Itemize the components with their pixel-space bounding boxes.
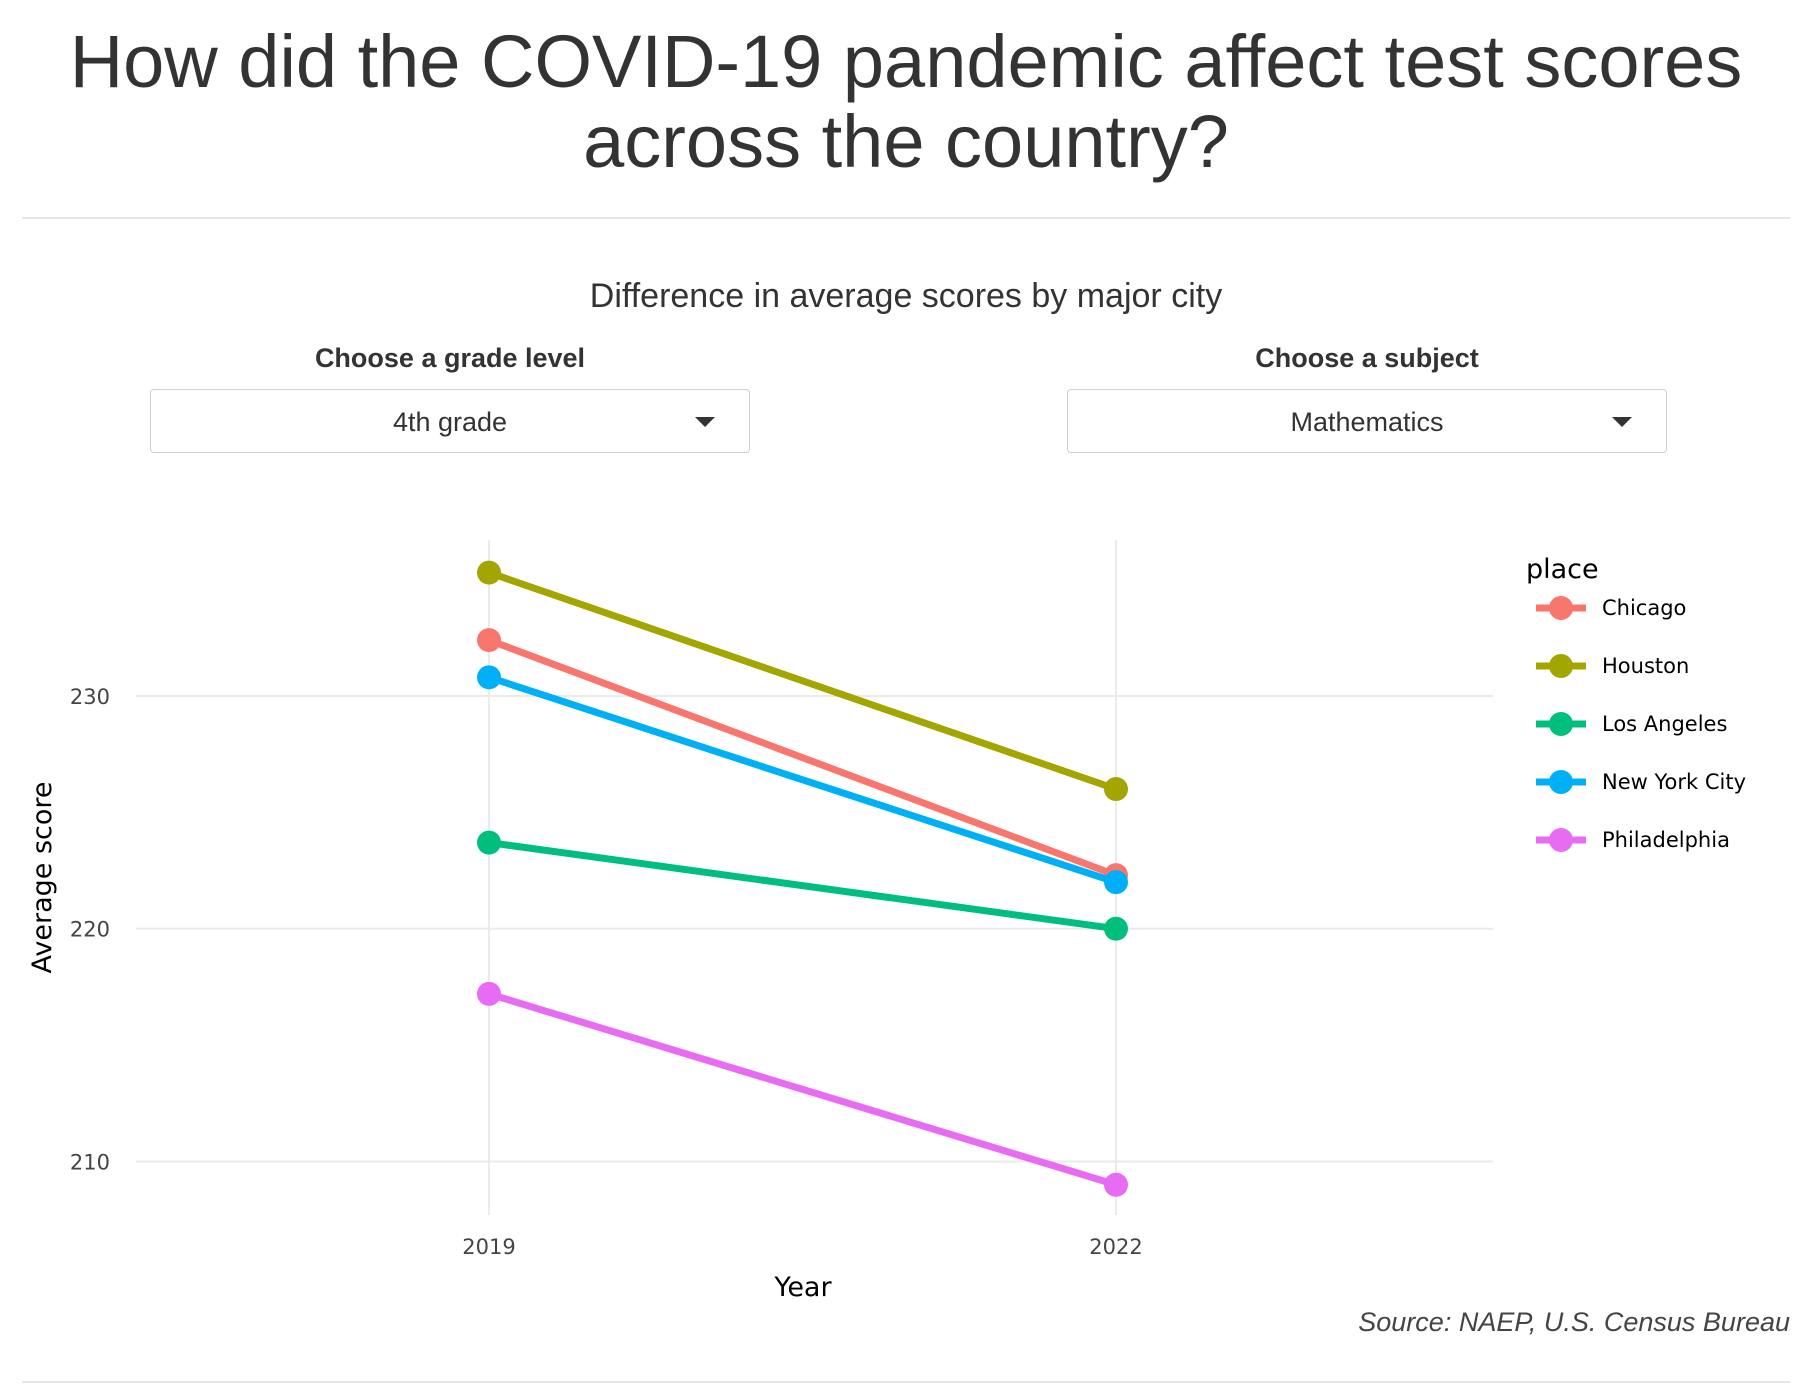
y-axis-title: Average score bbox=[27, 781, 58, 973]
page-title: How did the COVID-19 pandemic affect tes… bbox=[69, 20, 1743, 183]
legend-swatch-marker bbox=[1549, 712, 1573, 736]
grade-select[interactable]: 4th grade bbox=[150, 389, 750, 453]
chevron-down-icon bbox=[1612, 417, 1632, 427]
legend-label: Philadelphia bbox=[1602, 828, 1730, 852]
legend-label: Los Angeles bbox=[1602, 712, 1727, 736]
series-line-new-york-city bbox=[485, 673, 1120, 886]
legend-title: place bbox=[1526, 554, 1599, 585]
source-note: Source: NAEP, U.S. Census Bureau bbox=[1358, 1307, 1790, 1337]
data-point bbox=[477, 981, 501, 1006]
y-tick-label: 220 bbox=[70, 918, 110, 942]
data-point bbox=[477, 665, 501, 690]
data-point bbox=[1104, 916, 1128, 941]
subject-select-label: Choose a subject bbox=[1255, 343, 1479, 373]
series-line-los-angeles bbox=[485, 839, 1120, 933]
data-point bbox=[477, 628, 501, 653]
y-tick-label: 210 bbox=[70, 1150, 110, 1174]
legend-label: Houston bbox=[1602, 654, 1689, 678]
x-axis-title: Year bbox=[773, 1272, 832, 1303]
data-point bbox=[1104, 777, 1128, 802]
grade-select-label: Choose a grade level bbox=[314, 343, 586, 373]
legend-label: New York City bbox=[1602, 770, 1746, 794]
legend-label: Chicago bbox=[1602, 596, 1686, 620]
data-point bbox=[1104, 1172, 1128, 1197]
legend-swatch-marker bbox=[1549, 596, 1573, 620]
footer-divider bbox=[22, 1381, 1790, 1383]
legend-swatch-marker bbox=[1549, 654, 1573, 678]
data-point bbox=[477, 560, 501, 585]
grade-select-value: 4th grade bbox=[392, 407, 508, 437]
x-tick-label: 2022 bbox=[1089, 1235, 1142, 1259]
subject-select[interactable]: Mathematics bbox=[1067, 389, 1667, 453]
legend-swatch-marker bbox=[1549, 828, 1573, 852]
x-tick-label: 2019 bbox=[462, 1235, 515, 1259]
data-point bbox=[1104, 870, 1128, 895]
series-line-chicago bbox=[485, 636, 1120, 879]
legend-swatch-marker bbox=[1549, 770, 1573, 794]
series-line-philadelphia bbox=[485, 990, 1120, 1189]
header-divider bbox=[22, 217, 1790, 219]
subject-select-value: Mathematics bbox=[1290, 407, 1444, 437]
y-tick-label: 230 bbox=[70, 685, 110, 709]
series-line-houston bbox=[485, 569, 1120, 793]
chevron-down-icon bbox=[695, 417, 715, 427]
chart-title: Difference in average scores by major ci… bbox=[589, 277, 1223, 315]
data-point bbox=[477, 830, 501, 855]
